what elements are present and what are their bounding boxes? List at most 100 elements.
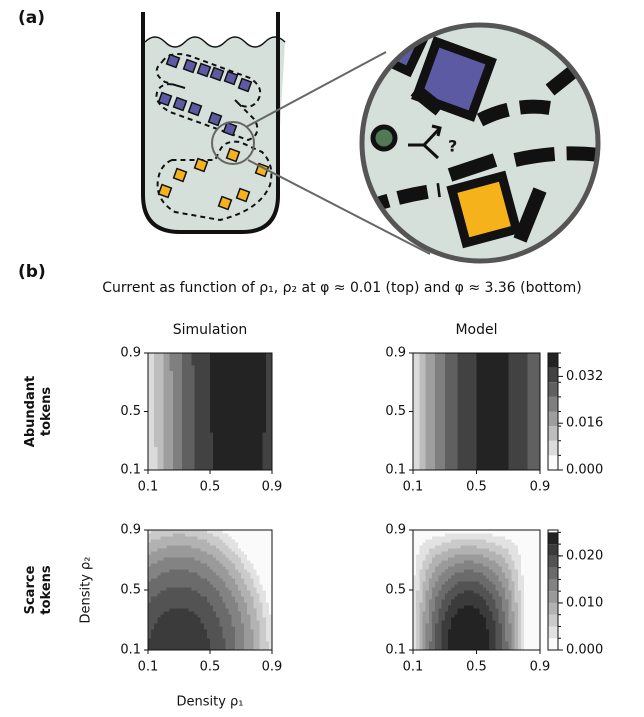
contour-cell xyxy=(438,358,443,363)
contour-cell xyxy=(157,629,161,633)
contour-cell xyxy=(256,563,261,567)
contour-cell xyxy=(466,353,471,357)
contour-cell xyxy=(203,353,208,357)
contour-cell xyxy=(501,429,506,433)
contour-cell xyxy=(157,361,161,366)
contour-cell xyxy=(160,358,165,363)
contour-cell xyxy=(203,437,208,442)
contour-cell xyxy=(175,566,180,570)
contour-cell xyxy=(247,530,251,534)
contour-cell xyxy=(154,364,158,369)
contour-cell xyxy=(241,560,245,564)
contour-cell xyxy=(148,408,152,413)
contour-cell xyxy=(498,379,503,383)
contour-cell xyxy=(489,376,493,380)
contour-cell xyxy=(169,455,174,459)
contour-cell xyxy=(489,405,493,410)
contour-cell xyxy=(222,602,227,606)
contour-cell xyxy=(210,434,214,439)
contour-field xyxy=(413,530,541,651)
contour-cell xyxy=(179,569,183,573)
contour-cell xyxy=(194,446,199,451)
contour-cell xyxy=(191,402,196,407)
contour-cell xyxy=(244,455,248,459)
contour-cell xyxy=(250,551,254,555)
contour-cell xyxy=(185,399,189,404)
contour-cell xyxy=(194,539,199,543)
contour-cell xyxy=(498,417,503,421)
contour-cell xyxy=(514,364,519,369)
contour-cell xyxy=(419,464,424,468)
contour-cell xyxy=(482,458,487,462)
contour-cell xyxy=(216,563,220,567)
contour-cell xyxy=(210,575,214,579)
contour-cell xyxy=(213,551,217,555)
contour-cell xyxy=(451,423,455,427)
contour-cell xyxy=(265,626,270,630)
contour-cell xyxy=(197,396,202,401)
contour-cell xyxy=(234,367,239,372)
contour-cell xyxy=(182,614,186,618)
contour-cell xyxy=(463,431,468,436)
contour-cell xyxy=(428,382,433,386)
contour-cell xyxy=(495,461,500,465)
contour-cell xyxy=(222,385,227,389)
contour-cell xyxy=(148,385,152,389)
contour-cell xyxy=(203,458,208,462)
contour-cell xyxy=(206,623,211,627)
contour-cell xyxy=(416,429,420,433)
contour-cell xyxy=(416,596,420,600)
contour-cell xyxy=(148,396,152,401)
contour-cell xyxy=(536,364,541,369)
contour-cell xyxy=(154,437,158,442)
contour-cell xyxy=(213,379,217,383)
contour-cell xyxy=(250,417,254,421)
contour-cell xyxy=(172,452,177,456)
contour-cell xyxy=(250,533,254,537)
contour-cell xyxy=(182,396,186,401)
contour-cell xyxy=(222,581,227,585)
contour-cell xyxy=(234,536,239,540)
contour-cell xyxy=(213,641,217,645)
contour-cell xyxy=(473,408,478,413)
contour-cell xyxy=(154,608,158,612)
contour-cell xyxy=(457,355,462,360)
contour-cell xyxy=(228,620,233,624)
contour-cell xyxy=(160,572,165,576)
contour-cell xyxy=(265,623,270,627)
contour-cell xyxy=(172,423,177,427)
contour-cell xyxy=(501,385,506,389)
contour-cell xyxy=(179,545,183,549)
contour-cell xyxy=(213,566,217,570)
contour-cell xyxy=(479,449,484,454)
contour-cell xyxy=(157,584,161,588)
contour-cell xyxy=(416,452,420,456)
contour-cell xyxy=(416,464,420,468)
contour-cell xyxy=(479,467,484,471)
contour-cell xyxy=(470,399,474,404)
contour-cell xyxy=(533,370,538,375)
contour-cell xyxy=(237,458,242,462)
contour-cell xyxy=(501,420,506,424)
contour-cell xyxy=(160,364,165,369)
contour-cell xyxy=(210,361,214,366)
contour-cell xyxy=(482,382,487,386)
contour-cell xyxy=(419,572,424,576)
contour-cell xyxy=(203,572,208,576)
contour-cell xyxy=(466,408,471,413)
contour-cell xyxy=(160,611,165,615)
contour-cell xyxy=(213,542,217,546)
contour-cell xyxy=(244,602,248,606)
contour-cell xyxy=(253,391,258,395)
contour-cell xyxy=(463,455,468,459)
contour-cell xyxy=(463,449,468,454)
contour-cell xyxy=(169,437,174,442)
contour-cell xyxy=(172,405,177,410)
contour-cell xyxy=(219,590,223,594)
contour-cell xyxy=(157,396,161,401)
contour-cell xyxy=(172,557,177,561)
contour-cell xyxy=(194,620,199,624)
contour-cell xyxy=(250,399,254,404)
contour-cell xyxy=(527,376,532,380)
contour-cell xyxy=(160,361,165,366)
